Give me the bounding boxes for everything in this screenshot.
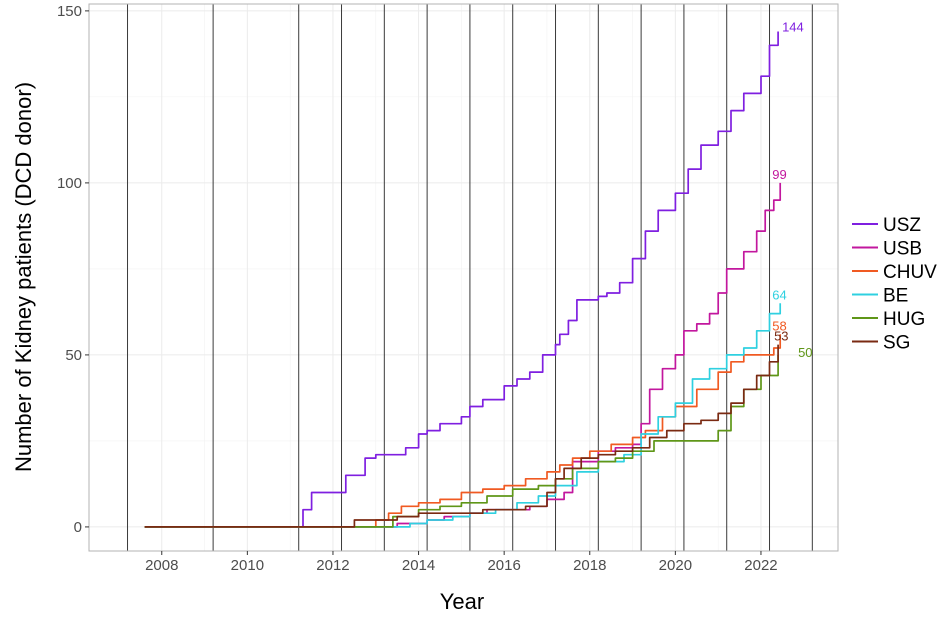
end-label-be: 64 bbox=[772, 287, 786, 302]
legend-label-be: BE bbox=[883, 286, 908, 307]
end-label-sg: 53 bbox=[774, 329, 788, 344]
y-tick-label: 150 bbox=[57, 3, 82, 20]
y-tick-label: 100 bbox=[57, 175, 82, 192]
plot-panel-border bbox=[88, 3, 839, 552]
x-grid-major bbox=[161, 4, 762, 551]
x-tick-label: 2010 bbox=[231, 557, 264, 574]
end-label-chuv: 58 bbox=[772, 318, 786, 333]
series-lines bbox=[144, 31, 782, 528]
series-line-be bbox=[144, 303, 782, 528]
series-line-chuv bbox=[144, 334, 782, 528]
legend-label-chuv: CHUV bbox=[883, 262, 937, 283]
legend-label-usz: USZ bbox=[883, 215, 921, 236]
x-axis-title: Year bbox=[440, 589, 484, 614]
legend-label-hug: HUG bbox=[883, 309, 925, 330]
x-axis-ticks: 2008 2010 2012 2014 2016 2018 2020 2022 bbox=[145, 551, 778, 574]
x-tick-label: 2022 bbox=[744, 557, 777, 574]
x-tick-label: 2012 bbox=[316, 557, 349, 574]
x-tick-label: 2018 bbox=[573, 557, 606, 574]
y-axis-title: Number of Kidney patients (DCD donor) bbox=[11, 82, 36, 472]
end-label-hug: 50 bbox=[798, 345, 812, 360]
y-tick-label: 50 bbox=[65, 347, 82, 364]
legend-label-sg: SG bbox=[883, 333, 910, 354]
series-line-sg bbox=[144, 344, 779, 528]
x-tick-label: 2020 bbox=[659, 557, 692, 574]
end-label-usz: 144 bbox=[782, 20, 804, 35]
y-grid-minor bbox=[89, 96, 838, 442]
legend-label-usb: USB bbox=[883, 239, 922, 260]
x-tick-label: 2014 bbox=[402, 557, 435, 574]
y-tick-label: 0 bbox=[74, 519, 82, 536]
series-end-labels: 144 99 58 64 50 53 bbox=[772, 20, 812, 360]
series-line-usz bbox=[144, 31, 779, 528]
end-label-usb: 99 bbox=[772, 167, 786, 182]
y-axis-ticks: 0 50 100 150 bbox=[57, 3, 89, 536]
x-tick-label: 2016 bbox=[487, 557, 520, 574]
x-tick-label: 2008 bbox=[145, 557, 178, 574]
series-line-hug bbox=[144, 354, 779, 528]
vertical-marker-lines bbox=[127, 4, 813, 551]
